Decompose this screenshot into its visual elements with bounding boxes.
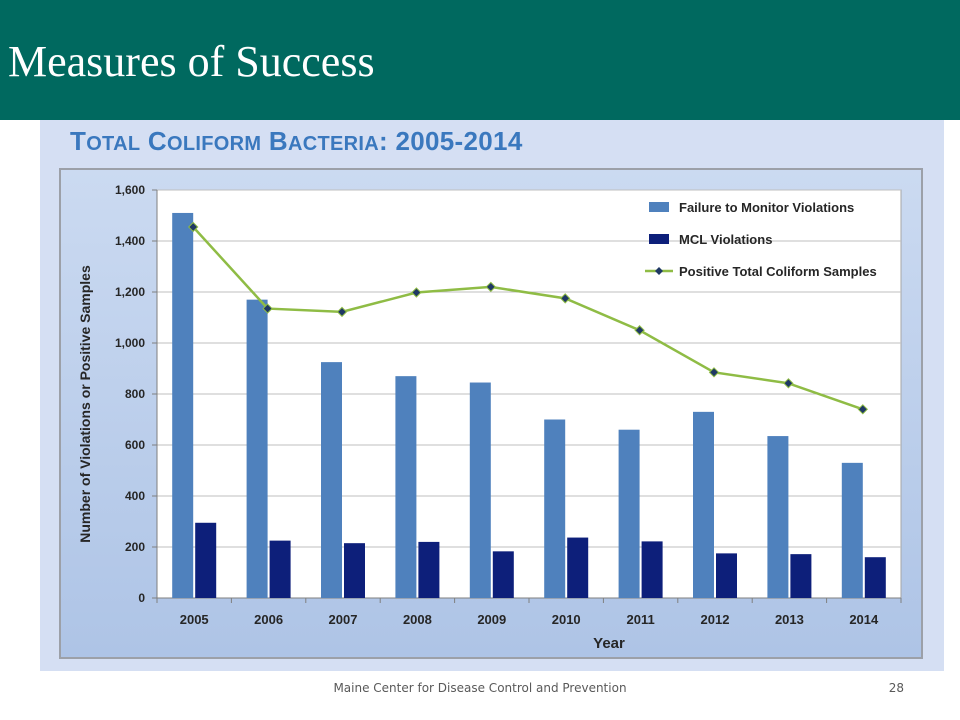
- line-marker: [634, 325, 645, 336]
- footer-text: Maine Center for Disease Control and Pre…: [333, 681, 627, 695]
- line-marker: [262, 303, 273, 314]
- x-tick-label: 2007: [329, 612, 358, 627]
- x-tick-label: 2014: [849, 612, 879, 627]
- x-tick-label: 2011: [626, 612, 654, 627]
- bar-failure-to-monitor: [172, 212, 194, 598]
- page-number: 28: [888, 681, 904, 695]
- bar-failure-to-monitor: [841, 462, 863, 598]
- x-tick-label: 2013: [775, 612, 804, 627]
- slide-title: Measures of Success: [8, 37, 375, 86]
- y-axis-title: Number of Violations or Positive Samples: [77, 265, 93, 543]
- y-tick-label: 0: [138, 591, 145, 605]
- line-marker: [708, 367, 720, 378]
- line-marker: [783, 378, 794, 389]
- bar-mcl-violations: [418, 541, 440, 598]
- bar-mcl-violations: [864, 557, 886, 598]
- line-marker: [411, 287, 422, 298]
- x-tick-label: 2006: [254, 612, 283, 627]
- y-tick-label: 600: [125, 438, 145, 452]
- bar-failure-to-monitor: [693, 411, 714, 598]
- bar-failure-to-monitor: [767, 436, 789, 598]
- legend-label: MCL Violations: [679, 232, 772, 247]
- bar-failure-to-monitor: [618, 429, 640, 598]
- x-tick-label: 2010: [552, 612, 581, 627]
- bar-failure-to-monitor: [246, 299, 268, 598]
- legend-swatch: [649, 234, 669, 244]
- chart-title: TOTAL COLIFORM BACTERIA: 2005-2014: [70, 126, 523, 156]
- line-positive-samples: [192, 226, 864, 411]
- bar-mcl-violations: [492, 551, 514, 598]
- line-marker: [336, 306, 348, 318]
- chart-panel: TOTAL COLIFORM BACTERIA: 2005-2014 0 200 4…: [40, 120, 944, 671]
- legend-marker: [655, 267, 663, 275]
- legend-label: Positive Total Coliform Samples: [679, 264, 877, 279]
- y-tick-label: 1,000: [115, 336, 145, 350]
- x-tick-label: 2009: [477, 612, 506, 627]
- y-tick-label: 200: [125, 540, 145, 554]
- bar-mcl-violations: [269, 540, 291, 598]
- line-marker: [485, 281, 497, 293]
- chart-svg: 0 200 400 600 800 1,000 1,200 1,400 1,600 2005 200…: [77, 183, 902, 652]
- bar-mcl-violations: [195, 522, 217, 598]
- y-tick-label: 800: [125, 387, 145, 401]
- bar-mcl-violations: [567, 537, 589, 598]
- bar-mcl-violations: [641, 541, 663, 598]
- x-axis-title: Year: [593, 635, 625, 652]
- line-marker: [187, 221, 199, 233]
- chart-frame: 0 200 400 600 800 1,000 1,200 1,400 1,600 2005 200…: [59, 168, 923, 659]
- line-marker: [857, 404, 869, 415]
- y-tick-label: 400: [125, 489, 145, 503]
- bar-failure-to-monitor: [395, 376, 417, 598]
- bar-failure-to-monitor: [544, 419, 566, 598]
- y-tick-label: 1,400: [115, 234, 145, 248]
- line-marker: [559, 293, 571, 304]
- bar-failure-to-monitor: [321, 362, 342, 598]
- bar-mcl-violations: [790, 554, 812, 598]
- y-tick-label: 1,200: [115, 285, 145, 299]
- bar-failure-to-monitor: [469, 382, 491, 598]
- x-tick-label: 2008: [403, 612, 432, 627]
- legend-label: Failure to Monitor Violations: [679, 200, 854, 215]
- y-tick-label: 1,600: [115, 183, 145, 197]
- x-tick-label: 2012: [701, 612, 730, 627]
- x-tick-label: 2005: [180, 612, 209, 627]
- legend-swatch: [649, 202, 669, 212]
- title-bar: Measures of Success: [0, 0, 960, 120]
- bar-mcl-violations: [344, 543, 365, 598]
- bar-mcl-violations: [716, 553, 737, 598]
